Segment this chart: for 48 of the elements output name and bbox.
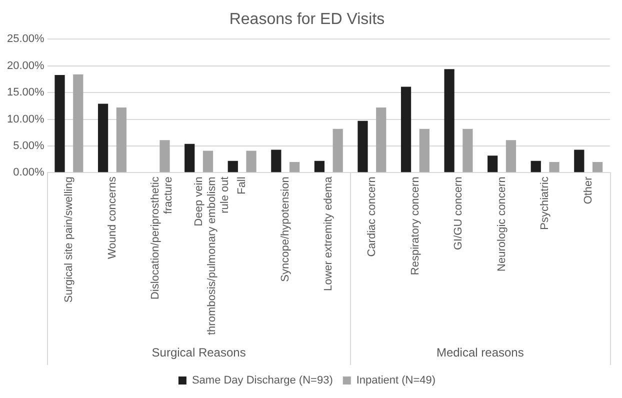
y-tick-label: 0.00% xyxy=(13,166,45,179)
x-tick-label: GI/GU concern xyxy=(452,176,465,250)
x-tick-label: Respiratory concern xyxy=(409,176,422,276)
bar xyxy=(202,150,214,172)
bar xyxy=(462,128,473,172)
text: Surgical Reasons xyxy=(152,345,246,360)
bar xyxy=(488,156,498,172)
legend-label: Same Day Discharge (N=93) xyxy=(192,374,333,387)
bar xyxy=(246,150,256,172)
bar xyxy=(419,128,430,172)
bar xyxy=(116,108,126,172)
y-tick-label: 25.00% xyxy=(6,33,45,46)
text: Medical reasons xyxy=(436,345,524,360)
x-tick-label: Cardiac concern xyxy=(366,176,378,257)
bar xyxy=(530,160,541,172)
y-tick-label: 20.00% xyxy=(6,60,45,72)
x-tick-label: Wound concerns xyxy=(106,176,118,260)
bar xyxy=(444,69,454,172)
bar xyxy=(400,86,412,172)
x-tick-label: Other xyxy=(582,176,594,204)
y-tick-label: 10.00% xyxy=(6,113,45,126)
x-tick-label: Psychiatric xyxy=(539,176,552,230)
bar xyxy=(549,162,560,172)
chart-title: Reasons for ED Visits xyxy=(229,11,385,28)
bar xyxy=(228,160,238,172)
bar xyxy=(290,162,300,172)
bar xyxy=(54,74,65,172)
bar xyxy=(592,162,603,172)
x-tick-label: Dislocation/periprosthetic fracture xyxy=(150,176,175,300)
bar xyxy=(98,104,108,172)
y-tick-label: 15.00% xyxy=(6,86,45,99)
bar xyxy=(271,150,282,172)
bar xyxy=(376,108,386,172)
bar xyxy=(184,144,195,172)
y-tick-label: 5.00% xyxy=(13,140,45,152)
bar xyxy=(314,160,325,172)
x-tick-label: Syncope/hypotension xyxy=(279,176,292,282)
bar xyxy=(332,128,343,172)
x-tick-label: Fall xyxy=(236,176,248,194)
bar xyxy=(506,140,516,172)
x-tick-label: Neurologic concern xyxy=(496,176,508,272)
bar xyxy=(358,120,368,172)
x-tick-label: Lower extremity edema xyxy=(322,176,335,291)
bar xyxy=(160,140,170,172)
bar xyxy=(574,150,584,172)
legend-label: Inpatient (N=49) xyxy=(356,374,436,387)
x-tick-label: Surgical site pain/swelling xyxy=(62,176,75,303)
bar xyxy=(73,74,84,172)
